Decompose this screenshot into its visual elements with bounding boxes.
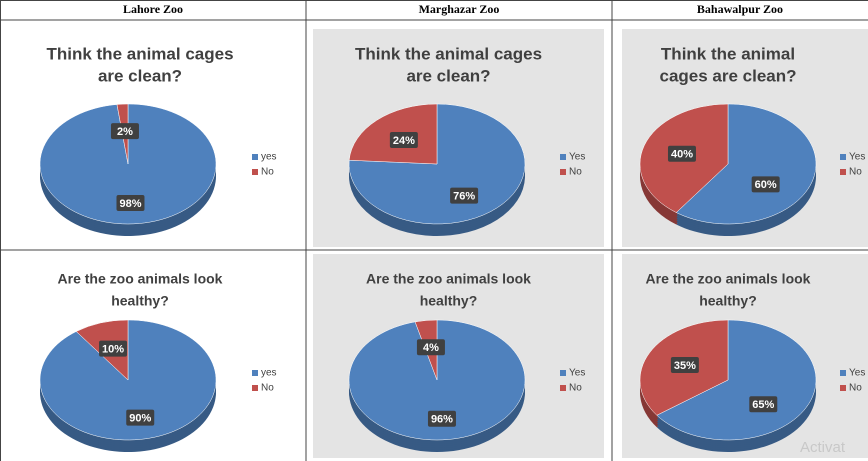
chart-title: Think the animal cages — [355, 44, 542, 63]
legend-label: No — [569, 167, 582, 178]
label-box — [116, 194, 145, 211]
legend-swatch — [560, 169, 566, 175]
chart-title: Are the zoo animals look — [58, 271, 223, 287]
label-box — [389, 131, 418, 148]
label-box — [427, 410, 456, 427]
chart-title: are clean? — [98, 66, 182, 85]
legend-label: No — [569, 383, 582, 394]
chart-title: Are the zoo animals look — [366, 271, 531, 287]
legend-swatch — [840, 385, 846, 391]
chart-title: are clean? — [406, 66, 490, 85]
label-box — [749, 396, 778, 413]
data-label: 65% — [752, 399, 774, 411]
label-box — [751, 176, 780, 193]
legend-swatch — [560, 154, 566, 160]
data-label: 96% — [431, 414, 453, 426]
legend-swatch — [840, 370, 846, 376]
legend-swatch — [252, 169, 258, 175]
legend-label: yes — [261, 152, 277, 163]
chart-title: healthy? — [420, 293, 478, 309]
data-label: 24% — [393, 135, 415, 147]
chart-title: Think the animal cages — [46, 44, 233, 63]
data-label: 35% — [674, 360, 696, 372]
header-cell: Lahore Zoo — [123, 2, 183, 16]
legend-swatch — [840, 154, 846, 160]
legend-label: yes — [261, 368, 277, 379]
watermark: Activat — [800, 439, 846, 456]
label-box — [416, 339, 445, 356]
legend-label: No — [849, 383, 862, 394]
label-box — [667, 145, 696, 162]
data-label: 10% — [102, 344, 124, 356]
legend-label: No — [261, 383, 274, 394]
legend-swatch — [560, 385, 566, 391]
legend-swatch — [560, 370, 566, 376]
header-cell: Marghazar Zoo — [419, 2, 500, 16]
data-label: 98% — [119, 198, 141, 210]
legend-swatch — [252, 385, 258, 391]
label-box — [670, 357, 699, 374]
legend-label: Yes — [569, 152, 585, 163]
chart-title: healthy? — [699, 293, 757, 309]
data-label: 2% — [117, 126, 133, 138]
data-label: 40% — [671, 149, 693, 161]
label-box — [450, 187, 479, 204]
chart-title: cages are clean? — [659, 66, 796, 85]
legend-swatch — [252, 370, 258, 376]
data-label: 90% — [129, 413, 151, 425]
chart-title: Think the animal — [661, 44, 795, 63]
legend-label: Yes — [849, 152, 865, 163]
label-box — [99, 340, 128, 357]
legend-swatch — [840, 169, 846, 175]
label-box — [126, 409, 155, 426]
data-label: 76% — [453, 191, 475, 203]
legend-label: No — [261, 167, 274, 178]
chart-title: healthy? — [111, 293, 169, 309]
legend-label: No — [849, 167, 862, 178]
legend-label: Yes — [569, 368, 585, 379]
header-cell: Bahawalpur Zoo — [697, 2, 783, 16]
chart-title: Are the zoo animals look — [646, 271, 811, 287]
legend-label: Yes — [849, 368, 865, 379]
label-box — [110, 123, 139, 140]
data-label: 60% — [755, 179, 777, 191]
pie-slice — [675, 103, 817, 225]
legend-swatch — [252, 154, 258, 160]
data-label: 4% — [423, 342, 439, 354]
